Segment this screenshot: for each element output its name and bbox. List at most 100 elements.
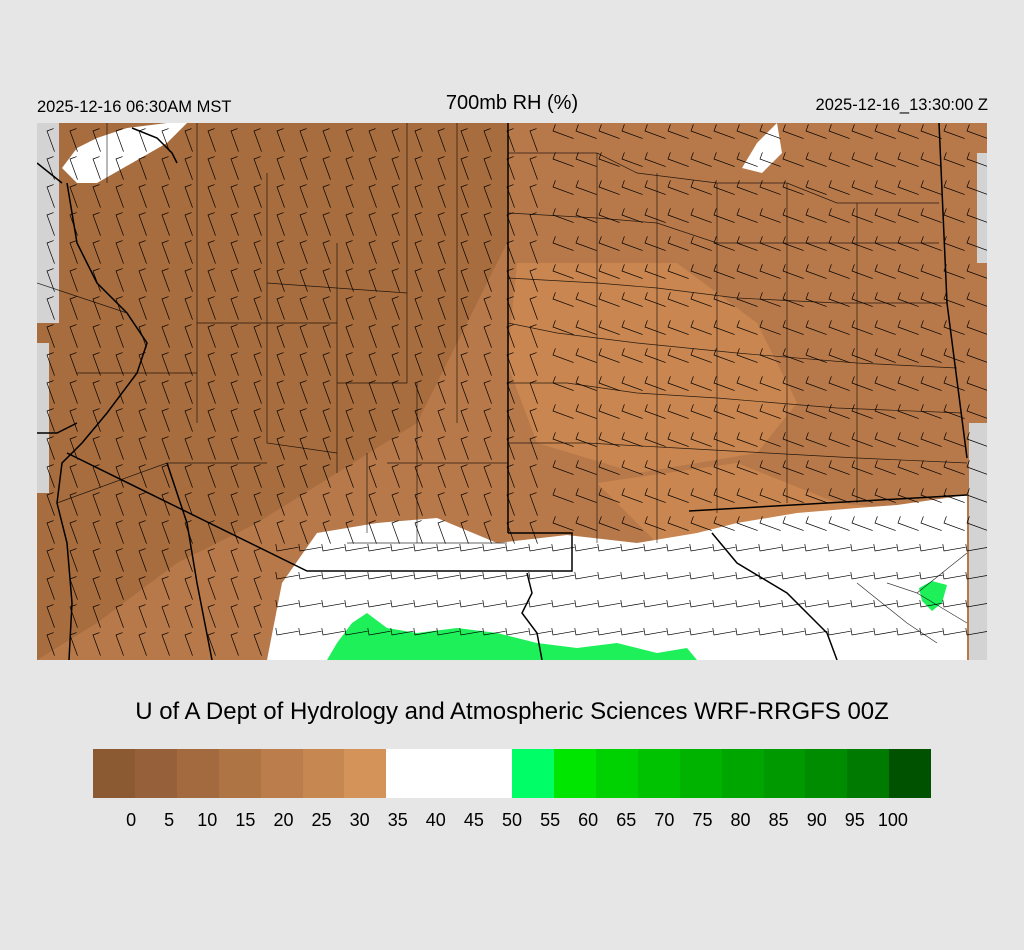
wind-barb <box>345 380 354 404</box>
wind-barb <box>874 404 896 419</box>
wind-barb <box>391 268 400 292</box>
colorbar-segment <box>763 749 806 798</box>
wind-barb <box>390 544 414 552</box>
wind-barb <box>115 464 124 488</box>
wind-barb <box>207 352 216 376</box>
wind-barb <box>161 604 170 628</box>
wind-barb <box>161 576 170 600</box>
wind-barb <box>115 632 124 656</box>
wind-barb <box>712 544 736 552</box>
wind-barb <box>667 264 689 279</box>
wind-barb <box>598 180 620 195</box>
wind-barb <box>46 576 55 600</box>
wind-barb <box>184 128 193 152</box>
wind-barb <box>943 376 965 391</box>
wind-barb <box>874 264 896 279</box>
wind-barb <box>483 268 492 292</box>
wind-barb <box>322 268 331 292</box>
wind-barb <box>161 212 170 236</box>
wind-barb <box>138 492 147 516</box>
wind-barb <box>736 432 758 447</box>
wind-barb <box>115 576 124 600</box>
wind-barb <box>344 628 368 636</box>
light-dry-region <box>507 263 797 473</box>
wind-barb <box>735 628 759 636</box>
wind-barb <box>391 296 400 320</box>
wind-barb <box>115 128 124 152</box>
wind-barb <box>253 324 262 348</box>
wind-barb <box>528 572 552 580</box>
wind-barb <box>667 460 689 475</box>
wind-barb <box>207 492 216 516</box>
utc-valid-time: 2025-12-16_13:30:00 Z <box>815 96 988 114</box>
wind-barb <box>621 376 643 391</box>
wind-barb <box>506 128 515 152</box>
wind-barb <box>299 240 308 264</box>
wind-barb <box>782 432 804 447</box>
wind-barb <box>253 128 262 152</box>
wind-barb <box>851 320 873 335</box>
wind-barb <box>943 292 965 307</box>
wind-barb <box>46 604 55 628</box>
wind-barb <box>276 408 285 432</box>
wind-barb <box>551 572 575 580</box>
wind-barb <box>207 184 216 208</box>
wind-barb <box>644 516 666 531</box>
wind-barb <box>298 600 322 608</box>
wind-barb <box>897 292 919 307</box>
wind-barb <box>598 320 620 335</box>
wind-barb <box>368 520 377 544</box>
wind-barb <box>506 464 515 488</box>
wind-barb <box>827 628 851 636</box>
wind-barb <box>690 292 712 307</box>
wind-barb <box>920 460 942 475</box>
wind-barb <box>897 488 919 503</box>
wind-barb <box>943 516 965 531</box>
wind-barb <box>689 600 713 608</box>
wind-barb <box>184 212 193 236</box>
wind-barb <box>667 404 689 419</box>
wind-barb <box>781 600 805 608</box>
wind-barb <box>966 404 987 419</box>
wind-barb <box>644 180 666 195</box>
colorbar-tick-label: 0 <box>126 810 137 830</box>
colorbar-segment <box>176 749 219 798</box>
wind-barb <box>690 264 712 279</box>
wind-barb <box>851 376 873 391</box>
wind-barb <box>850 628 874 636</box>
wind-barb <box>414 492 423 516</box>
wind-barb <box>460 408 469 432</box>
wind-barb <box>529 184 538 208</box>
colorbar-segment <box>428 749 471 798</box>
wind-barb <box>552 292 574 307</box>
wind-barb <box>92 296 101 320</box>
wind-barb <box>712 572 736 580</box>
wind-barb <box>69 240 78 264</box>
wind-barb <box>897 432 919 447</box>
wind-barb <box>46 464 55 488</box>
rh-map <box>37 123 987 660</box>
wind-barb <box>161 632 170 656</box>
wind-barb <box>529 128 538 152</box>
wind-barb <box>184 380 193 404</box>
wind-barb <box>207 520 216 544</box>
wind-barb <box>115 156 124 180</box>
wind-barb <box>483 436 492 460</box>
wind-barb <box>552 180 574 195</box>
wind-barb <box>321 544 345 552</box>
wind-barb <box>299 380 308 404</box>
wind-barb <box>69 492 78 516</box>
colorbar-tick-label: 50 <box>501 810 523 830</box>
wind-barb <box>644 432 666 447</box>
colorbar-segment <box>218 749 261 798</box>
wind-barb <box>598 348 620 363</box>
wind-barb <box>322 492 331 516</box>
wind-barb <box>69 296 78 320</box>
wind-barb <box>276 128 285 152</box>
wind-barb <box>483 324 492 348</box>
wind-barb <box>782 124 804 139</box>
wind-barb <box>46 548 55 572</box>
wind-barb <box>69 156 78 180</box>
wind-barb <box>207 576 216 600</box>
wind-barb <box>759 236 781 251</box>
